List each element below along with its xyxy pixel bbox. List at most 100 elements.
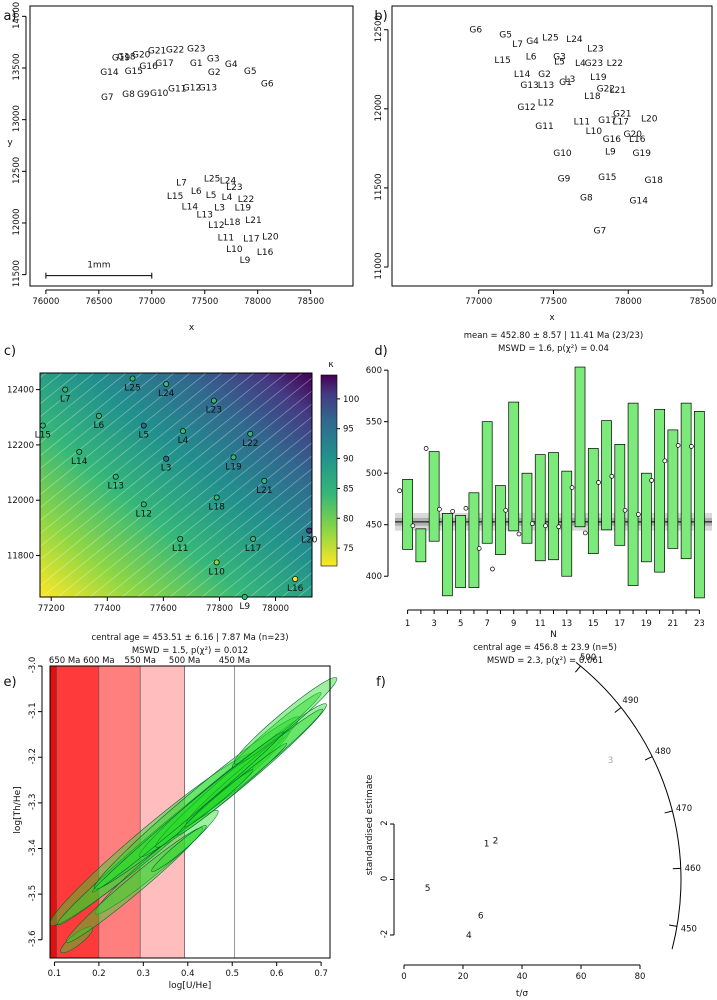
grain-label: L12	[136, 509, 152, 519]
y-axis-label: y	[7, 138, 13, 148]
grain-label: L4	[222, 193, 233, 203]
grain-label: G20	[132, 51, 151, 61]
y-tick-label: -3.3	[28, 794, 38, 811]
grain-label: L22	[238, 195, 254, 205]
error-bar	[561, 470, 573, 577]
grain-label: G2	[208, 68, 221, 78]
x-tick-label: 78000	[262, 604, 289, 614]
grain-label: L16	[287, 584, 304, 594]
grain-point	[250, 535, 257, 542]
grain-label: G13	[520, 81, 538, 91]
grain-label: L19	[590, 73, 607, 83]
error-bar	[442, 513, 453, 597]
grain-label: G4	[526, 37, 539, 47]
data-point	[423, 446, 429, 451]
y-axis-label: standardised estimate	[365, 774, 375, 875]
x-tick-label: 80	[635, 972, 646, 982]
grain-label: L7	[176, 179, 187, 189]
x-tick-label: 40	[517, 972, 528, 982]
data-point	[675, 443, 681, 448]
data-point	[437, 506, 442, 512]
contour-line	[40, 373, 303, 587]
grain-label: G3	[553, 53, 566, 63]
error-bar	[548, 452, 559, 561]
error-bar	[694, 411, 705, 599]
panel-label-f: f)	[376, 675, 386, 690]
grain-label: L25	[542, 34, 558, 44]
grain-label: L17	[613, 117, 629, 127]
chart-subtitle: MSWD = 1.5, p(χ²) = 0.012	[132, 646, 248, 656]
data-point	[476, 546, 482, 551]
grain-label: L3	[565, 75, 576, 85]
grain-label: L19	[235, 203, 252, 213]
y-tick-label: -3.0	[28, 657, 38, 674]
grain-label: L10	[226, 245, 243, 255]
grain-label: G23	[187, 44, 205, 54]
grain-label: L7	[512, 40, 523, 50]
grain-point	[62, 386, 69, 393]
grain-label: G16	[603, 135, 622, 145]
chart-subtitle: MSWD = 1.6, p(χ²) = 0.04	[498, 344, 609, 354]
grain-label: G10	[553, 149, 572, 159]
x-tick-label: 77500	[540, 297, 567, 307]
chart-title: central age = 456.8 ± 23.9 (n=5)	[473, 643, 617, 653]
colorbar-tick-label: 80	[343, 514, 354, 524]
grain-label: L15	[167, 192, 183, 202]
isochron-label: 600 Ma	[83, 656, 114, 666]
error-ellipse	[151, 825, 207, 872]
panel-label-e: e)	[3, 675, 16, 690]
data-point	[543, 523, 548, 529]
grain-label: L10	[586, 127, 603, 137]
x-tick-label: 77400	[94, 604, 121, 614]
sample-label: 4	[466, 931, 472, 941]
grain-point	[213, 494, 220, 501]
data-point	[503, 507, 509, 513]
grain-label: L24	[220, 177, 237, 187]
x-tick-label: 17	[614, 619, 625, 629]
scale-bar-label: 1mm	[87, 261, 110, 271]
x-axis-label: x	[549, 313, 555, 323]
grain-label: L11	[218, 233, 234, 243]
grain-label: G21	[148, 46, 166, 56]
error-bar	[455, 515, 467, 588]
error-bar	[680, 402, 692, 560]
grain-label: G19	[112, 54, 131, 64]
grain-label: L21	[245, 216, 261, 226]
contour-line	[40, 373, 223, 522]
isochron-label: 650 Ma	[49, 656, 80, 666]
radial-tick-label: 450	[681, 924, 697, 934]
y-tick-label: 11000	[374, 252, 384, 279]
x-axis-label: x	[189, 323, 195, 333]
y-tick-label: 12500	[374, 15, 384, 42]
y-tick-label: 2	[380, 820, 390, 825]
data-point	[622, 507, 628, 513]
y-tick-label: 12000	[374, 94, 384, 121]
grain-label: L23	[226, 183, 242, 193]
grain-label: L5	[138, 431, 149, 441]
data-point	[662, 458, 668, 464]
grain-label: G22	[597, 84, 615, 94]
y-tick-label: 600	[366, 366, 382, 376]
x-tick-label: 15	[588, 619, 599, 629]
grain-point	[213, 559, 220, 566]
grain-label: G12	[517, 103, 535, 113]
grain-label: L4	[178, 436, 189, 446]
y-tick-label: 0	[380, 876, 390, 881]
x-tick-label: 0.4	[181, 969, 195, 979]
grain-label: G17	[598, 116, 616, 126]
grain-label: L16	[629, 135, 646, 145]
grain-label: L22	[607, 59, 623, 69]
grain-label: G6	[469, 26, 482, 36]
contour-line	[40, 373, 271, 561]
grain-label: G9	[558, 174, 571, 184]
colorbar-tick-label: 85	[343, 484, 354, 494]
grain-point	[261, 477, 268, 484]
data-point	[516, 531, 522, 537]
error-bar	[468, 492, 480, 588]
grain-label: L23	[206, 406, 222, 416]
isochron-label: 500 Ma	[169, 656, 200, 666]
grain-label: L22	[242, 439, 258, 449]
data-point	[649, 478, 654, 483]
data-point	[529, 521, 535, 527]
grain-label: L11	[172, 544, 188, 554]
